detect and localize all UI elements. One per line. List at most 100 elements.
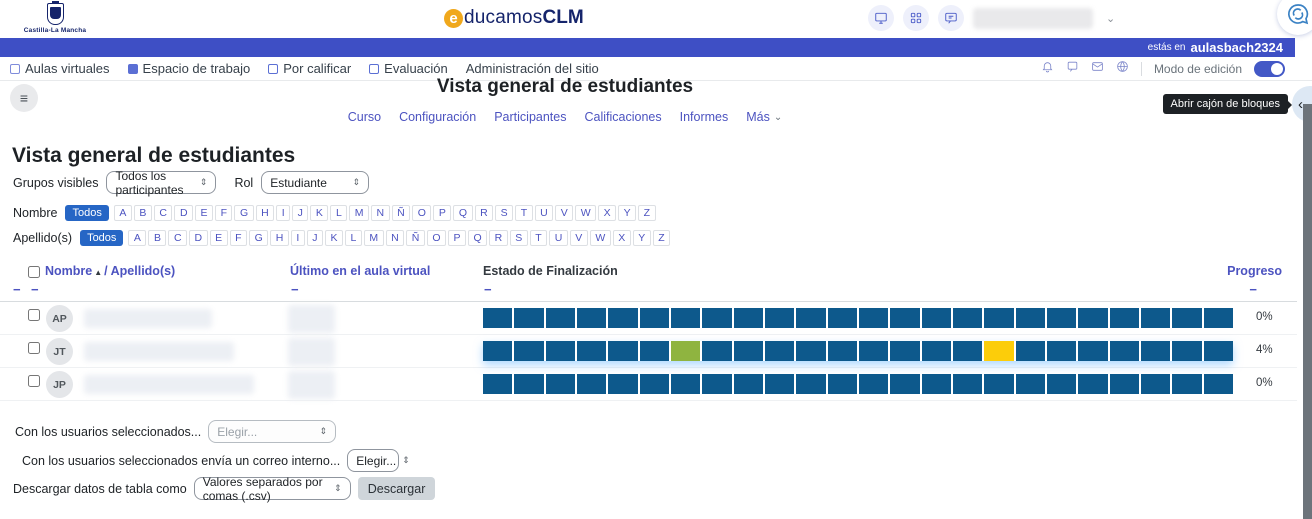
- completion-segment[interactable]: [921, 341, 951, 361]
- completion-segment[interactable]: [796, 341, 826, 361]
- conversations-button[interactable]: [1066, 60, 1079, 78]
- send-message-select[interactable]: Elegir... ⇕: [347, 449, 410, 472]
- collapse-select-column[interactable]: −: [13, 282, 21, 297]
- completion-segment[interactable]: [639, 308, 669, 328]
- completion-segment[interactable]: [702, 308, 732, 328]
- completion-segment[interactable]: [827, 308, 857, 328]
- letter-filter-E[interactable]: E: [209, 230, 228, 246]
- user-menu-chevron-icon[interactable]: ⌄: [1106, 12, 1116, 25]
- sort-by-name-link[interactable]: Nombre: [45, 264, 93, 278]
- completion-segment[interactable]: [1078, 341, 1108, 361]
- completion-segment[interactable]: [514, 308, 544, 328]
- letter-filter-R[interactable]: R: [474, 205, 494, 221]
- letter-filter-A[interactable]: A: [113, 205, 132, 221]
- row-checkbox[interactable]: [28, 342, 40, 354]
- completion-segment[interactable]: [483, 374, 513, 394]
- completion-segment[interactable]: [1015, 341, 1045, 361]
- letter-filter-X[interactable]: X: [598, 205, 617, 221]
- completion-segment[interactable]: [984, 308, 1014, 328]
- completion-segment[interactable]: [890, 308, 920, 328]
- completion-segment[interactable]: [670, 374, 701, 394]
- tab-5[interactable]: Más ⌄: [746, 110, 782, 124]
- tab-3[interactable]: Calificaciones: [584, 110, 661, 124]
- letter-filter-I[interactable]: I: [276, 205, 291, 221]
- language-button[interactable]: [1116, 60, 1129, 78]
- letter-filter-U[interactable]: U: [534, 205, 554, 221]
- letter-filter-O[interactable]: O: [412, 205, 432, 221]
- letter-filter-G[interactable]: G: [234, 205, 254, 221]
- letter-filter-Q[interactable]: Q: [453, 205, 473, 221]
- completion-segment[interactable]: [733, 308, 763, 328]
- navbar-item-1[interactable]: Espacio de trabajo: [127, 61, 250, 76]
- completion-segment[interactable]: [858, 308, 889, 328]
- completion-segment[interactable]: [1046, 308, 1077, 328]
- completion-segment[interactable]: [514, 374, 544, 394]
- completion-segment[interactable]: [796, 374, 826, 394]
- letter-filter-N[interactable]: N: [371, 205, 390, 221]
- completion-segment[interactable]: [639, 374, 669, 394]
- select-all-checkbox[interactable]: [28, 266, 40, 278]
- notifications-button[interactable]: [1041, 60, 1054, 78]
- completion-segment[interactable]: [921, 308, 951, 328]
- completion-segment[interactable]: [1140, 341, 1171, 361]
- tab-4[interactable]: Informes: [680, 110, 729, 124]
- completion-segment[interactable]: [483, 308, 513, 328]
- letter-filter-Ñ[interactable]: Ñ: [391, 205, 411, 221]
- completion-segment[interactable]: [890, 341, 920, 361]
- letter-filter-Y[interactable]: Y: [618, 205, 637, 221]
- row-checkbox[interactable]: [28, 375, 40, 387]
- completion-segment[interactable]: [1203, 374, 1233, 394]
- tab-1[interactable]: Configuración: [399, 110, 476, 124]
- completion-segment[interactable]: [1046, 374, 1077, 394]
- completion-segment[interactable]: [1172, 341, 1202, 361]
- letter-filter-K[interactable]: K: [310, 205, 329, 221]
- letter-filter-B[interactable]: B: [133, 205, 152, 221]
- letter-filter-Y[interactable]: Y: [632, 230, 651, 246]
- completion-segment[interactable]: [576, 341, 607, 361]
- completion-segment[interactable]: [702, 374, 732, 394]
- vertical-scrollbar[interactable]: [1303, 104, 1312, 519]
- edit-mode-toggle[interactable]: [1254, 61, 1285, 77]
- letter-filter-L[interactable]: L: [345, 230, 362, 246]
- letter-filter-H[interactable]: H: [270, 230, 289, 246]
- letter-filter-A[interactable]: A: [128, 230, 147, 246]
- letter-filter-S[interactable]: S: [495, 205, 514, 221]
- letter-filter-P[interactable]: P: [433, 205, 452, 221]
- letter-filter-U[interactable]: U: [549, 230, 568, 246]
- completion-segment[interactable]: [1109, 341, 1139, 361]
- completion-segment[interactable]: [764, 308, 795, 328]
- completion-segment[interactable]: [858, 374, 889, 394]
- letter-filter-Z[interactable]: Z: [638, 205, 656, 221]
- progress-column-header[interactable]: Progreso: [1227, 264, 1282, 278]
- letter-filter-X[interactable]: X: [612, 230, 631, 246]
- letter-filter-V[interactable]: V: [569, 230, 588, 246]
- letter-filter-Q[interactable]: Q: [468, 230, 488, 246]
- completion-segment[interactable]: [639, 341, 669, 361]
- letter-filter-K[interactable]: K: [325, 230, 344, 246]
- completion-segment[interactable]: [1078, 374, 1108, 394]
- letter-filter-Ñ[interactable]: Ñ: [406, 230, 425, 246]
- completion-segment[interactable]: [984, 374, 1014, 394]
- letter-filter-N[interactable]: N: [385, 230, 405, 246]
- completion-segment[interactable]: [1172, 374, 1202, 394]
- completion-segment[interactable]: [858, 341, 889, 361]
- educamosclm-logo[interactable]: e ducamos CLM: [444, 7, 584, 29]
- mail-button[interactable]: [1091, 60, 1104, 78]
- course-index-button[interactable]: ≡: [10, 84, 38, 112]
- letter-filter-P[interactable]: P: [447, 230, 466, 246]
- letter-filter-D[interactable]: D: [189, 230, 208, 246]
- completion-segment[interactable]: [608, 308, 638, 328]
- role-select[interactable]: Estudiante ⇕: [261, 171, 370, 194]
- letter-filter-all[interactable]: Todos: [65, 205, 109, 221]
- completion-segment[interactable]: [1203, 308, 1233, 328]
- completion-segment[interactable]: [483, 341, 513, 361]
- completion-segment[interactable]: [921, 374, 951, 394]
- completion-segment[interactable]: [952, 341, 983, 361]
- clm-logo[interactable]: Castilla-La Mancha: [20, 1, 90, 34]
- completion-segment[interactable]: [1046, 341, 1077, 361]
- completion-segment[interactable]: [1109, 374, 1139, 394]
- completion-segment[interactable]: [796, 308, 826, 328]
- letter-filter-V[interactable]: V: [555, 205, 574, 221]
- letter-filter-G[interactable]: G: [249, 230, 269, 246]
- letter-filter-C[interactable]: C: [168, 230, 188, 246]
